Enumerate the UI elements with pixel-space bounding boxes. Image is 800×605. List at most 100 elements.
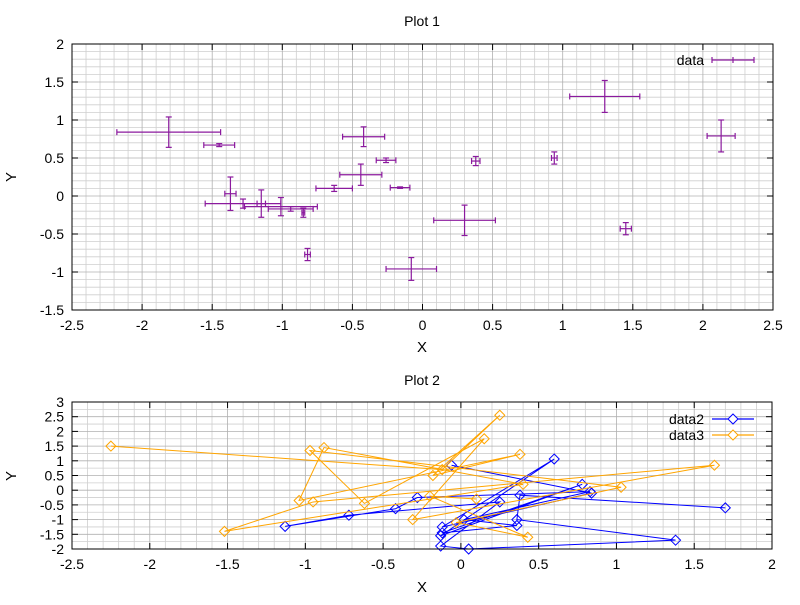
plot-2-diamond-marker-data3 xyxy=(450,516,462,529)
plot-2-legend-label-data3: data3 xyxy=(669,427,704,443)
plot-1-y-tick-label: 1.5 xyxy=(45,74,65,90)
plot-2-y-tick-label: 3 xyxy=(56,394,64,410)
plot-1-marks xyxy=(116,79,736,281)
plot-1-x-tick-label: -1 xyxy=(276,317,289,333)
plot-2-diamond-marker-data3 xyxy=(358,497,371,510)
plot-2-diamond-marker-data3 xyxy=(427,469,439,482)
plot-2-x-tick-label: -0.5 xyxy=(371,556,395,572)
plot-2-y-tick-label: 2.5 xyxy=(45,409,65,425)
plot-1-error-point xyxy=(267,205,314,212)
plot-2-y-tick-label: -1 xyxy=(52,512,65,528)
plot-2-diamond-marker-data3 xyxy=(436,463,448,476)
plot-2-diamond-marker-data2 xyxy=(584,485,596,498)
plot-2-x-tick-label: 0 xyxy=(457,556,465,572)
plot-2-marks xyxy=(105,409,732,555)
plot-2-ylabel: Y xyxy=(3,471,20,481)
plot-2-diamond-marker-data3 xyxy=(406,513,419,526)
plot-1-y-tick-label: 2 xyxy=(56,36,64,52)
plot-1-x-tick-label: 0.5 xyxy=(483,317,503,333)
plot-1-error-point xyxy=(315,184,353,193)
plot-2-x-tick-label: 0.5 xyxy=(529,556,549,572)
plot-2-diamond-marker-data2 xyxy=(436,527,448,539)
plot-2-y-tick-label: 0 xyxy=(56,482,64,498)
plot-2-y-tick-label: 1.5 xyxy=(45,438,65,454)
plot-1-x-tick-label: -2.5 xyxy=(60,317,84,333)
plot-2-diamond-marker-data2 xyxy=(462,543,475,555)
plot-2-diamond-marker-data3 xyxy=(494,409,506,421)
plot-2-xlabel: X xyxy=(417,579,427,596)
plot-1-y-tick-label: 0.5 xyxy=(45,150,65,166)
plot-1-error-point xyxy=(375,157,397,164)
plot-1: -2.5 -2 -1.5 -1 -0.5 0 0.5 1 1.5 2 2.5 -1.5 -1 -0.5 0 0… xyxy=(3,13,783,356)
plot-2-y-tick-label: -1.5 xyxy=(40,526,64,542)
plot-1-legend-label-data: data xyxy=(677,52,704,68)
plot-1-error-point xyxy=(300,207,307,218)
plot-1-y-tick-label: -1.5 xyxy=(40,302,64,318)
plot-1-y-tick-label: -1 xyxy=(52,264,65,280)
plot-2-diamond-marker-data2 xyxy=(548,453,560,465)
plot-2-series-line-data3 xyxy=(110,414,715,538)
plot-2-diamond-marker-data2 xyxy=(434,540,447,552)
plot-1-error-point xyxy=(304,247,311,262)
plot-1-error-point xyxy=(550,151,558,165)
plot-2-x-tick-label: -2.5 xyxy=(60,556,84,572)
plot-1-error-point xyxy=(470,155,481,167)
plot-2-grid xyxy=(71,401,773,550)
plot-1-x-tick-label: -2 xyxy=(136,317,149,333)
plot-2-y-tick-label: -0.5 xyxy=(40,497,64,513)
plot-2-diamond-marker-data3 xyxy=(522,531,534,543)
plot-1-x-tick-label: 0 xyxy=(419,317,427,333)
plot-2-diamond-marker-data3 xyxy=(615,481,627,493)
plot-1-grid xyxy=(71,43,774,311)
plot-1-y-tick-label: 0 xyxy=(56,188,64,204)
plot-1-ticks: -2.5 -2 -1.5 -1 -0.5 0 0.5 1 1.5 2 2.5 -1.5 -1 -0.5 0 0… xyxy=(40,36,783,333)
plot-2-diamond-marker-data2 xyxy=(411,491,424,504)
plot-1-error-point xyxy=(619,222,632,236)
plot-1-x-tick-label: -0.5 xyxy=(340,317,364,333)
plot-2-diamond-marker-data3 xyxy=(478,433,490,445)
plot-1-error-point xyxy=(243,196,318,217)
plot-2-ticks: -2.5 -2 -1.5 -1 -0.5 0 0.5 1 1.5 2-2-1.5-1-0.500.… xyxy=(40,394,776,572)
plot-2-y-tick-label: 0.5 xyxy=(45,468,65,484)
plot-2-diamond-marker-data3 xyxy=(470,493,483,505)
plot-2-legend-marker-data3 xyxy=(727,429,739,441)
plot-2-diamond-marker-data3 xyxy=(708,459,721,471)
plot-2-legend-label-data2: data2 xyxy=(669,411,704,427)
plot-2-x-tick-label: -2 xyxy=(144,556,157,572)
plot-2-diamond-marker-data3 xyxy=(304,444,316,457)
plot-1-error-point xyxy=(224,176,237,212)
plot-2-diamond-marker-data3 xyxy=(424,490,436,502)
plot-1-error-point xyxy=(203,142,236,149)
plot-1-legend: data xyxy=(677,52,755,68)
plot-1-error-point xyxy=(339,163,383,186)
plot-1-title: Plot 1 xyxy=(404,13,440,29)
plot-2-y-tick-label: 1 xyxy=(56,453,64,469)
plot-2-diamond-marker-data2 xyxy=(389,503,402,515)
plot-2-diamond-marker-data2 xyxy=(494,496,506,508)
plot-1-error-point xyxy=(341,126,386,148)
plot-2-diamond-marker-data2 xyxy=(511,513,523,526)
plot-1-xlabel: X xyxy=(417,339,427,356)
plot-2-legend-marker-data2 xyxy=(727,413,739,425)
plot-2-diamond-marker-data3 xyxy=(218,525,231,538)
plot-2-series-line-data2 xyxy=(285,458,726,550)
plot-2-x-tick-label: -1.5 xyxy=(215,556,239,572)
plot-2-diamond-marker-data3 xyxy=(517,478,529,491)
plot-1-x-tick-label: 1.5 xyxy=(623,317,643,333)
plot-1-error-point xyxy=(389,184,411,191)
plot-1-x-tick-label: 2 xyxy=(699,317,707,333)
plot-1-error-point xyxy=(385,256,438,281)
plot-2-diamond-marker-data2 xyxy=(669,534,682,546)
plot-2-x-tick-label: 2 xyxy=(768,556,776,572)
plot-1-error-point xyxy=(256,189,267,218)
plot-1-error-point xyxy=(433,204,497,237)
plot-1-error-point xyxy=(569,79,641,114)
plot-2-x-tick-label: -1 xyxy=(299,556,312,572)
plot-2-diamond-marker-data2 xyxy=(279,520,291,533)
plot-2-diamond-marker-data2 xyxy=(511,519,523,532)
plot-2-diamond-marker-data3 xyxy=(514,448,526,461)
plot-1-ylabel: Y xyxy=(3,172,20,182)
